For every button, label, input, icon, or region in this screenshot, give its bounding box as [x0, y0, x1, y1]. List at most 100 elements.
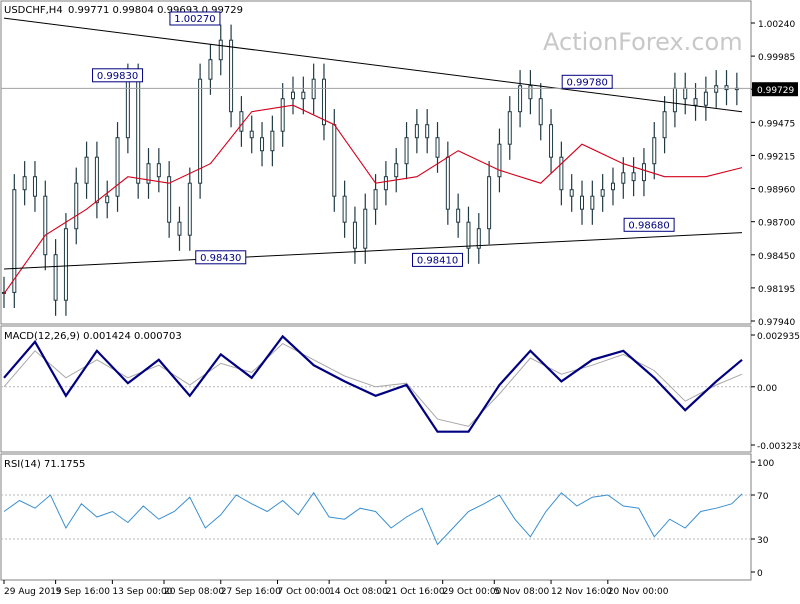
candle-body [239, 111, 244, 132]
candle-body [610, 182, 615, 191]
time-tick-label: 27 Sep 16:00 [221, 587, 281, 597]
price-tick-label: 0.98960 [758, 186, 795, 196]
rsi-tick-label: 100 [757, 459, 774, 469]
candle-body [53, 254, 58, 301]
candle-body [84, 156, 89, 184]
candle-body [497, 143, 502, 178]
candle-body [63, 228, 68, 301]
candle-body [693, 98, 698, 106]
candle-body [352, 221, 357, 249]
time-tick-label: 20 Nov 00:00 [608, 587, 669, 597]
candle-body [456, 208, 461, 223]
price-panel-frame [0, 0, 752, 325]
watermark: ActionForex.com [543, 28, 743, 56]
candle-body [672, 87, 677, 113]
candle-body [249, 130, 254, 139]
price-annotation-box [412, 252, 464, 267]
current-price-badge [752, 82, 798, 97]
time-tick-label: 14 Oct 08:00 [329, 587, 388, 597]
candle-body [156, 163, 161, 178]
candle-body [518, 85, 523, 113]
price-annotation-label: 0.98680 [628, 220, 669, 231]
price-tick-label: 0.98700 [758, 219, 795, 229]
candle-body [12, 189, 17, 293]
time-tick-label: 13 Sep 00:00 [112, 587, 172, 597]
candle-body [476, 228, 481, 249]
rsi-line [3, 491, 743, 546]
candle-body [229, 39, 234, 113]
moving-average-line [3, 104, 743, 295]
rsi-tick-label: 30 [757, 536, 769, 546]
price-tick-label: 0.99475 [758, 119, 795, 129]
candle-body [621, 172, 626, 184]
candle-body [435, 137, 440, 158]
candle-body [590, 195, 595, 210]
trendline [3, 17, 743, 113]
candle-body [445, 156, 450, 210]
candle-body [394, 163, 399, 178]
candle-body [342, 195, 347, 223]
candle-body [291, 91, 296, 100]
candle-body [507, 111, 512, 145]
candle-body [662, 111, 667, 139]
price-layer: 1.00270 0.99830 0.99780 0.98430 0.98410 0.986… [1, 11, 751, 316]
time-tick-label: 12 Nov 16:00 [551, 587, 612, 597]
macd-layer [1, 334, 751, 433]
macd-signal-line [3, 342, 743, 427]
candle-body [549, 124, 554, 158]
candle-body [683, 87, 688, 100]
macd-axis: 0.002935 0.00 -0.003238 [751, 332, 800, 452]
candle-body [414, 124, 419, 139]
time-tick-label: 29 Oct 00:00 [443, 587, 502, 597]
candle-body [136, 78, 141, 184]
candle-body [652, 137, 657, 165]
candle-body [280, 98, 285, 132]
candle-body [569, 189, 574, 197]
candle-body [373, 189, 378, 210]
price-tick-label: 1.00240 [758, 20, 795, 30]
price-tick-label: 0.98450 [758, 252, 795, 262]
candle-body [363, 208, 368, 249]
candle-body [270, 130, 275, 152]
macd-tick-label: -0.003238 [757, 442, 800, 452]
price-tick-label: 0.99215 [758, 152, 795, 162]
price-tick-label: 0.98195 [758, 285, 795, 295]
price-annotation-label: 0.99780 [566, 77, 607, 88]
time-tick-label: 5 Nov 08:00 [494, 587, 549, 597]
candle-body [94, 156, 99, 204]
rsi-tick-label: 0 [757, 569, 763, 579]
ohlc-label: 0.99771 0.99804 0.99693 0.99729 [68, 5, 243, 16]
candle-body [466, 221, 471, 249]
rsi-tick-label: 70 [757, 492, 769, 502]
candle-body [580, 195, 585, 210]
candle-body [260, 137, 265, 152]
current-price-label: 0.99729 [757, 86, 794, 96]
candle-body [425, 124, 430, 139]
candle-body [22, 176, 27, 191]
price-annotation-label: 1.00270 [174, 14, 215, 25]
macd-line [3, 334, 743, 433]
candle-body [146, 163, 151, 184]
price-axis: 1.00240 0.99985 0.99729 0.99475 0.99215 0.989… [751, 20, 798, 328]
price-annotation-label: 0.98410 [417, 255, 458, 266]
candle-body [383, 176, 388, 191]
candle-body [487, 176, 492, 230]
candle-body [600, 189, 605, 197]
macd-panel-frame [0, 325, 752, 453]
price-tick-label: 0.99985 [758, 53, 795, 63]
price-annotation-label: 0.98430 [200, 253, 241, 264]
time-tick-label: 29 Aug 2019 [4, 587, 62, 597]
price-annotation-box [195, 250, 247, 265]
time-tick-label: 7 Oct 00:00 [278, 587, 331, 597]
price-tick-label: 0.97940 [758, 318, 795, 328]
candle-body [177, 221, 182, 236]
rsi-layer [1, 491, 751, 546]
candle-body [724, 85, 729, 91]
price-annotation-box [92, 68, 144, 83]
macd-title: MACD(12,26,9) 0.001424 0.000703 [4, 331, 182, 342]
macd-tick-label: 0.002935 [757, 332, 800, 342]
candle-body [43, 195, 48, 256]
rsi-axis: 100 70 30 0 [751, 459, 774, 579]
